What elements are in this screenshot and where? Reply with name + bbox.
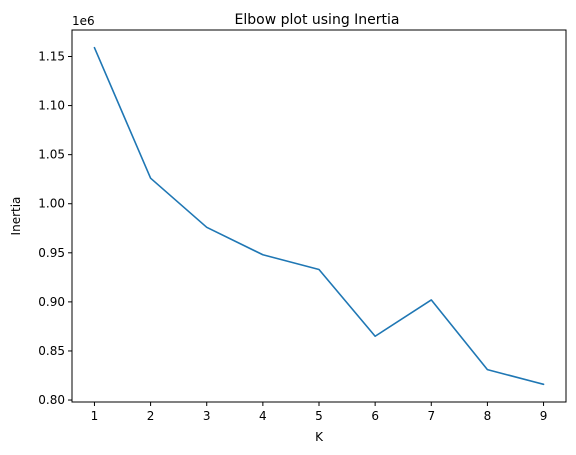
y-tick-label: 0.95 bbox=[38, 246, 65, 260]
y-tick-label: 1.05 bbox=[38, 148, 65, 162]
y-tick-label: 0.90 bbox=[38, 295, 65, 309]
x-tick-label: 9 bbox=[540, 409, 548, 423]
x-tick-label: 6 bbox=[371, 409, 379, 423]
y-tick-label: 0.85 bbox=[38, 344, 65, 358]
x-tick-label: 3 bbox=[203, 409, 211, 423]
x-tick-label: 2 bbox=[147, 409, 155, 423]
x-tick-label: 7 bbox=[427, 409, 435, 423]
y-axis: 0.80 0.85 0.90 0.95 1.00 1.05 1.10 1.15 bbox=[38, 50, 72, 407]
series-layer bbox=[93, 46, 545, 386]
x-tick-label: 1 bbox=[91, 409, 99, 423]
x-tick-label: 5 bbox=[315, 409, 323, 423]
series-line-inertia bbox=[93, 46, 545, 386]
y-offset-label: 1e6 bbox=[72, 14, 95, 28]
x-axis: 1 2 3 4 5 6 7 8 9 bbox=[91, 402, 548, 423]
x-tick-label: 4 bbox=[259, 409, 267, 423]
y-tick-label: 1.00 bbox=[38, 197, 65, 211]
y-axis-label: Inertia bbox=[9, 197, 23, 236]
chart-title: Elbow plot using Inertia bbox=[235, 12, 400, 28]
plot-area bbox=[71, 29, 567, 403]
x-tick-label: 8 bbox=[484, 409, 492, 423]
y-tick-label: 1.10 bbox=[38, 99, 65, 113]
y-tick-label: 0.80 bbox=[38, 393, 65, 407]
x-axis-label: K bbox=[315, 430, 324, 444]
y-tick-label: 1.15 bbox=[38, 50, 65, 64]
